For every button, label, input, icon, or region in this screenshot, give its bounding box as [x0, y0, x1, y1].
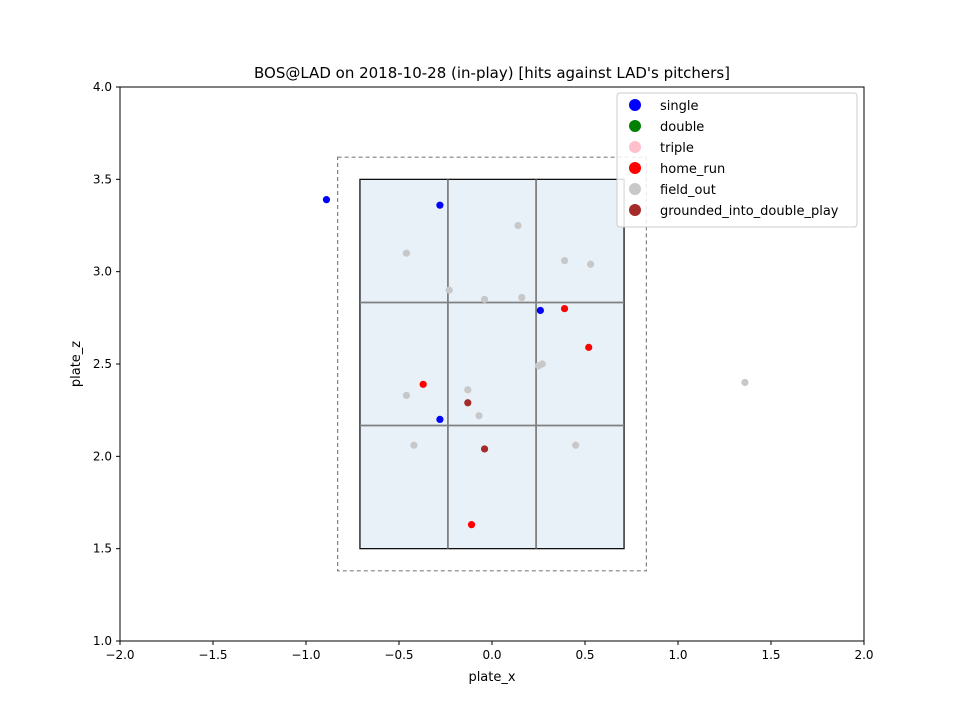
y-tick-label: 1.0	[93, 634, 112, 648]
point-field_out	[402, 249, 411, 257]
point-single	[322, 196, 331, 204]
point-single	[436, 415, 444, 423]
legend: single double triple home_run field_outgroun…	[616, 92, 858, 228]
point-field_out	[518, 293, 526, 302]
y-tick-label: 2.0	[93, 449, 112, 463]
outer-zone-box	[337, 156, 647, 572]
y-axis: 1.0 1.5 2.0 2.5 3.0 3.5 4.0	[93, 80, 120, 648]
point-home_run	[419, 380, 427, 388]
legend-marker-single	[629, 99, 641, 111]
point-field_out	[464, 386, 472, 394]
legend-label: single	[660, 99, 699, 114]
point-field_out	[480, 295, 489, 303]
point-home_run	[585, 343, 593, 351]
legend-marker-double	[629, 120, 641, 132]
strike-zone-box	[359, 178, 625, 550]
point-single	[436, 201, 444, 209]
y-tick-label: 3.5	[93, 172, 112, 186]
y-tick-label: 3.0	[93, 265, 112, 279]
point-home_run	[560, 305, 569, 313]
legend-label: triple	[660, 141, 694, 156]
y-tick-label: 1.5	[93, 542, 112, 556]
y-axis-label: plate_z	[69, 341, 84, 387]
y-tick-label: 4.0	[93, 80, 112, 94]
x-tick-label: −0.5	[384, 648, 413, 662]
point-grounded_into_double_play	[464, 399, 472, 407]
legend-marker-home_run	[629, 162, 641, 174]
point-field_out	[445, 286, 453, 294]
point-home_run	[467, 521, 476, 529]
point-field_out	[475, 412, 483, 420]
point-field_out	[410, 441, 418, 449]
point-field_out	[402, 391, 411, 399]
legend-marker-triple	[629, 141, 641, 153]
legend-label: double	[660, 120, 704, 135]
y-tick-label: 2.5	[93, 357, 112, 371]
point-single	[536, 306, 544, 315]
legend-marker-field_out	[629, 183, 641, 195]
legend-label: home_run	[660, 162, 725, 177]
x-tick-label: 0.5	[575, 648, 594, 662]
points-layer	[322, 196, 749, 529]
x-tick-label: 0.0	[482, 648, 501, 662]
x-axis: −2.0 −1.5 −1.0 −0.5 0.0 0.5 1.0 1.5 2.0	[105, 641, 874, 662]
point-field_out	[534, 362, 543, 370]
x-axis-label: plate_x	[468, 670, 515, 685]
x-tick-label: 2.0	[854, 648, 873, 662]
point-grounded_into_double_play	[480, 445, 489, 453]
point-field_out	[572, 441, 580, 449]
legend-box	[616, 92, 858, 228]
legend-label: field_out	[660, 183, 716, 198]
x-tick-label: 1.5	[761, 648, 780, 662]
chart-title: BOS@LAD on 2018-10-28 (in-play) [hits ag…	[254, 64, 730, 82]
legend-marker-grounded_into_double_play	[629, 204, 641, 216]
x-tick-label: −1.5	[198, 648, 227, 662]
x-tick-label: −2.0	[105, 648, 134, 662]
point-field_out	[560, 256, 569, 265]
point-field_out	[586, 260, 595, 268]
x-tick-label: −1.0	[291, 648, 320, 662]
strike-zone-layer	[337, 156, 647, 572]
legend-label: grounded_into_double_play	[660, 204, 839, 219]
x-tick-label: 1.0	[668, 648, 687, 662]
point-field_out	[514, 221, 522, 230]
point-field_out	[741, 378, 749, 387]
